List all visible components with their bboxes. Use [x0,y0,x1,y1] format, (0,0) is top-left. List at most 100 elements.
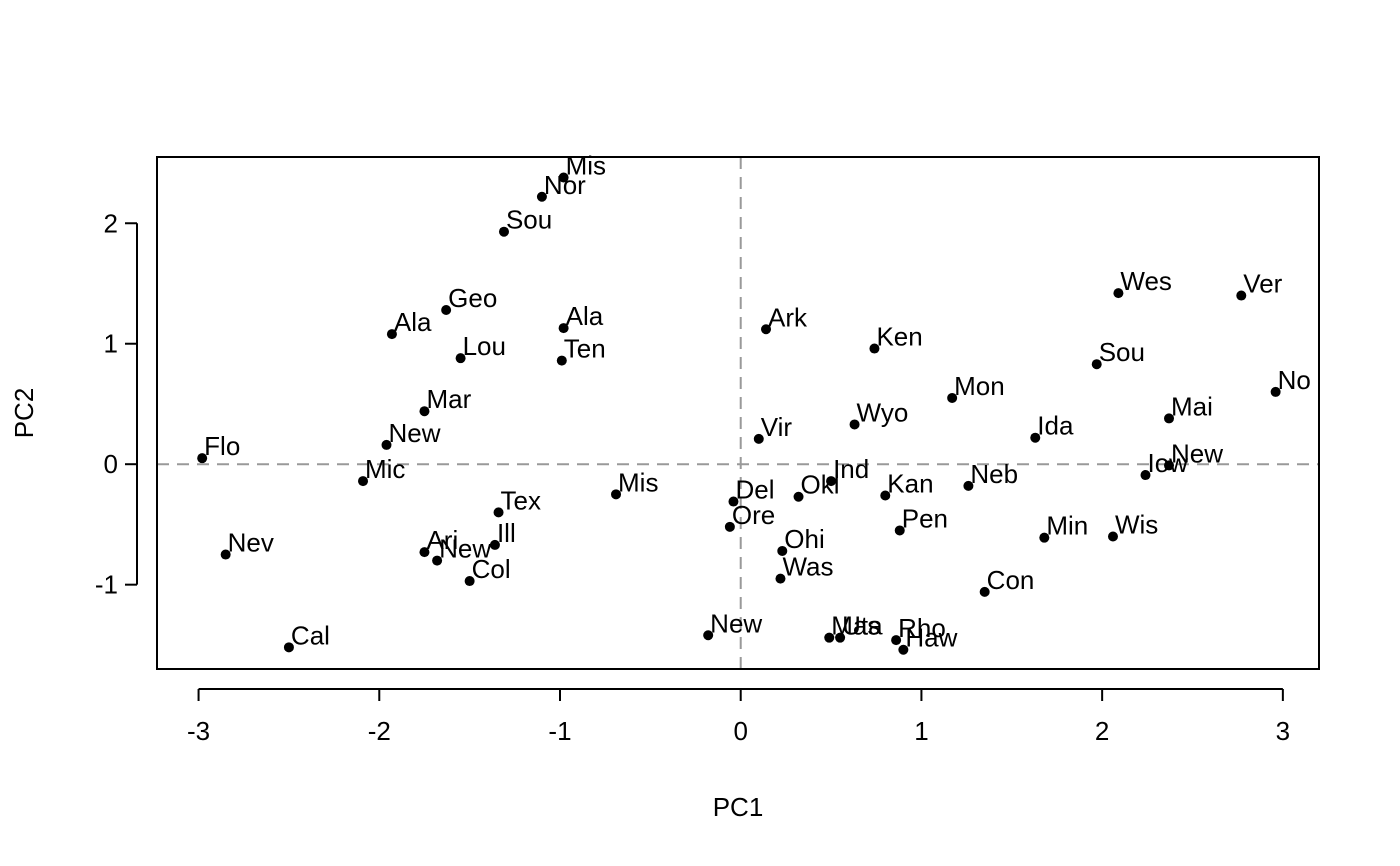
point-label: New [710,608,762,638]
data-point [220,549,231,560]
point-label: Okl [801,470,840,500]
point-label: New [1171,438,1223,468]
point-label: Mis [566,150,606,180]
data-point [558,323,569,334]
point-label: Ida [1037,411,1074,441]
data-point [1164,460,1175,471]
data-point [611,489,622,500]
data-point [777,545,788,556]
point-label: Haw [905,623,957,653]
data-point [419,547,430,558]
data-point [455,353,466,364]
point-label: Min [1046,511,1088,541]
data-point [724,521,735,532]
data-point [793,491,804,502]
data-point [419,406,430,417]
point-label: Sou [506,205,552,235]
data-point [947,392,958,403]
point-label: Ten [564,334,606,364]
point-label: Ala [566,301,604,331]
data-point [1039,532,1050,543]
y-axis-label: PC2 [9,388,39,439]
y-tick-label: 0 [104,449,118,479]
data-point [432,555,443,566]
point-label: Ill [497,518,516,548]
data-point [869,343,880,354]
point-label: Nev [228,528,274,558]
point-label: Vir [761,412,793,442]
point-label: Flo [204,431,240,461]
point-label: New [439,534,491,564]
data-point [963,480,974,491]
data-point [197,453,208,464]
data-point [441,304,452,315]
x-tick-label: 2 [1095,716,1109,746]
data-point [558,172,569,183]
y-tick-label: 2 [104,208,118,238]
data-point [536,191,547,202]
x-tick-label: -1 [548,716,571,746]
data-point [894,525,905,536]
point-label: New [389,418,441,448]
point-label: Neb [970,459,1018,489]
point-label: Col [472,554,511,584]
point-label: Wis [1115,509,1158,539]
data-point [1113,288,1124,299]
x-tick-label: 1 [914,716,928,746]
point-label: Uta [842,611,883,641]
data-point [489,539,500,550]
data-point [464,576,475,587]
point-label: Was [782,552,833,582]
x-tick-label: -2 [368,716,391,746]
y-tick-label: 1 [104,329,118,359]
point-label: Lou [463,331,506,361]
point-label: Iow [1148,448,1189,478]
data-point [826,476,837,487]
point-label: Ore [732,500,775,530]
point-label: Rho [898,613,946,643]
data-point [498,226,509,237]
x-tick-label: 3 [1276,716,1290,746]
point-label: Ind [833,454,869,484]
point-label: Ohi [784,524,824,554]
plot-frame [156,156,1320,670]
point-label: Wyo [857,397,909,427]
point-label: Mai [1171,391,1213,421]
point-label: Mas [831,611,880,641]
data-point [824,632,835,643]
point-label: Ver [1243,269,1282,299]
point-label: Geo [448,283,497,313]
point-label: Con [987,565,1035,595]
point-label: Ari [426,525,458,555]
x-tick-label: 0 [733,716,747,746]
data-point [1164,413,1175,424]
data-point [1030,432,1041,443]
data-point [728,496,739,507]
point-label: Ala [394,307,432,337]
point-label: Mar [426,384,471,414]
point-label: Kan [887,469,933,499]
data-point [835,632,846,643]
x-tick-label: -3 [187,716,210,746]
data-point [358,476,369,487]
point-label: Mic [365,454,405,484]
data-point [775,573,786,584]
data-point [1270,386,1281,397]
x-axis-label: PC1 [713,792,764,822]
data-point [979,586,990,597]
data-point [1107,531,1118,542]
point-label: Wes [1120,266,1172,296]
point-label: No [1278,365,1311,395]
point-label: Cal [291,620,330,650]
point-label: Ken [876,322,922,352]
point-label: Mis [618,467,658,497]
data-point [381,439,392,450]
point-label: Del [735,475,774,505]
data-point [493,507,504,518]
data-point [1140,470,1151,481]
data-point [283,642,294,653]
data-point [703,630,714,641]
data-point [386,329,397,340]
